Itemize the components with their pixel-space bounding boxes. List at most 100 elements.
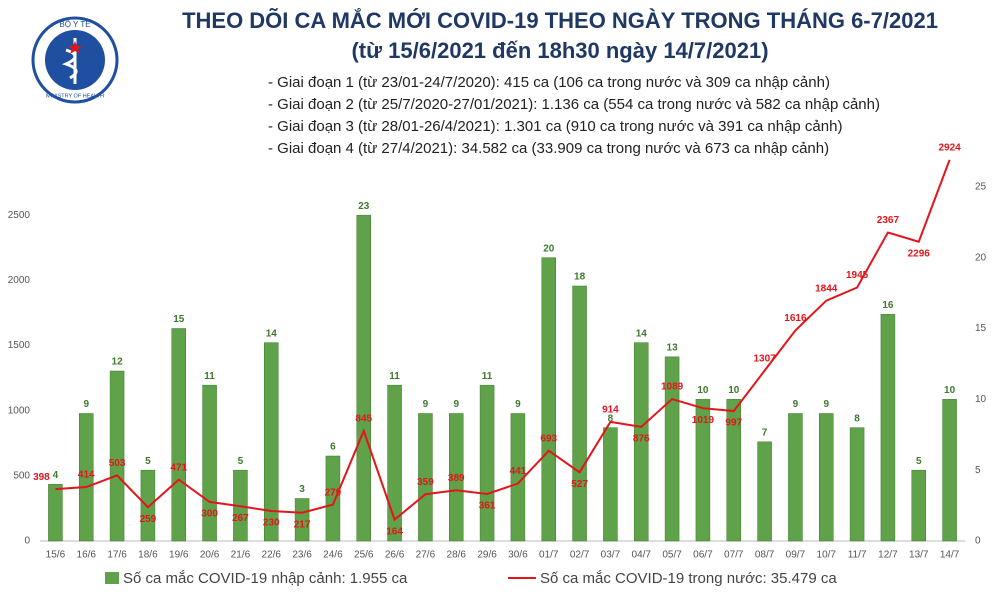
chart-title: THEO DÕI CA MẮC MỚI COVID-19 THEO NGÀY T…: [182, 8, 938, 33]
x-tick-label: 10/7: [817, 550, 837, 561]
x-tick-label: 07/7: [724, 550, 744, 561]
y2-tick-label: 0: [975, 536, 981, 547]
bar: [634, 342, 649, 542]
x-tick-label: 12/7: [878, 550, 898, 561]
x-tick-label: 14/7: [940, 550, 960, 561]
line-value-label: 2296: [908, 248, 931, 259]
line-value-label: 471: [170, 462, 187, 473]
x-tick-label: 30/6: [508, 550, 528, 561]
line-value-label: 230: [263, 518, 280, 529]
logo-bottom: MINISTRY OF HEALTH: [46, 93, 104, 99]
bar: [788, 413, 803, 542]
bar-value-label: 8: [608, 413, 614, 424]
x-tick-label: 17/6: [107, 550, 127, 561]
line-value-label: 217: [294, 519, 311, 530]
line-value-label: 441: [510, 466, 527, 477]
y-tick-label: 2000: [8, 275, 31, 286]
y2-tick-label: 5: [975, 465, 981, 476]
bar-value-label: 7: [762, 427, 768, 438]
x-tick-label: 22/6: [262, 550, 282, 561]
x-tick-label: 29/6: [477, 550, 497, 561]
line-value-label: 1307: [753, 353, 776, 364]
logo-top: BỘ Y TẾ: [59, 19, 90, 29]
y-tick-label: 2500: [8, 210, 31, 221]
bar-value-label: 9: [453, 399, 459, 410]
bar: [757, 441, 772, 542]
x-tick-label: 23/6: [292, 550, 312, 561]
y-tick-label: 500: [13, 470, 30, 481]
bar-value-label: 11: [482, 371, 493, 382]
bar-value-label: 4: [53, 470, 59, 481]
x-tick-label: 05/7: [662, 550, 682, 561]
x-tick-label: 13/7: [909, 550, 929, 561]
line-value-label: 527: [571, 479, 588, 490]
y2-tick-label: 10: [975, 394, 987, 405]
x-tick-label: 06/7: [693, 550, 713, 561]
bar: [171, 328, 186, 542]
legend-swatch: [105, 572, 119, 584]
bar-value-label: 14: [636, 328, 648, 339]
x-tick-label: 26/6: [385, 550, 405, 561]
chart-subtitle: (từ 15/6/2021 đến 18h30 ngày 14/7/2021): [351, 38, 768, 63]
bar: [695, 399, 711, 542]
bar-value-label: 16: [882, 300, 894, 311]
line-value-label: 1844: [815, 283, 838, 294]
annotation: - Giai đoạn 4 (từ 27/4/2021): 34.582 ca …: [268, 140, 829, 157]
bar-value-label: 10: [728, 385, 740, 396]
bar: [109, 370, 125, 542]
bar: [880, 314, 896, 542]
line-value-label: 2924: [938, 143, 961, 154]
bar-value-label: 10: [697, 385, 709, 396]
line: [55, 159, 951, 522]
bar: [264, 342, 279, 542]
legend-label: Số ca mắc COVID-19 trong nước: 35.479 ca: [540, 570, 837, 587]
x-tick-label: 24/6: [323, 550, 343, 561]
bar-value-label: 9: [423, 399, 429, 410]
bar-value-label: 10: [944, 385, 956, 396]
line-value-label: 1945: [846, 270, 869, 281]
line-value-label: 876: [633, 433, 650, 444]
bar: [387, 384, 402, 542]
x-tick-label: 03/7: [601, 550, 621, 561]
bar-value-label: 6: [330, 442, 336, 453]
bar: [48, 484, 63, 542]
bar-value-label: 13: [667, 342, 679, 353]
bar: [479, 384, 495, 542]
line-value-label: 164: [386, 526, 403, 537]
x-tick-label: 18/6: [138, 550, 158, 561]
bar: [603, 427, 618, 542]
bar-value-label: 5: [916, 456, 922, 467]
bar-value-label: 23: [358, 201, 370, 212]
annotation: - Giai đoạn 1 (từ 23/01-24/7/2020): 415 …: [268, 74, 830, 91]
y-tick-label: 1500: [8, 340, 31, 351]
y2-tick-label: 25: [975, 181, 987, 192]
line-value-label: 361: [479, 501, 496, 512]
bar-value-label: 11: [204, 371, 215, 382]
annotation: - Giai đoạn 3 (từ 28/01-26/4/2021): 1.30…: [268, 118, 842, 135]
x-tick-label: 02/7: [570, 550, 590, 561]
x-tick-label: 04/7: [632, 550, 652, 561]
line-value-label: 503: [109, 458, 126, 469]
bar-value-label: 12: [112, 357, 124, 368]
x-tick-label: 28/6: [447, 550, 467, 561]
line-value-label: 1616: [784, 313, 807, 324]
bar: [418, 413, 433, 542]
bar: [726, 399, 741, 542]
x-tick-label: 21/6: [231, 550, 251, 561]
bar-value-label: 9: [515, 399, 521, 410]
x-tick-label: 27/6: [416, 550, 436, 561]
bar-value-label: 14: [266, 328, 278, 339]
bar-value-label: 11: [389, 371, 400, 382]
x-tick-label: 09/7: [786, 550, 806, 561]
bar: [356, 214, 371, 542]
annotation: - Giai đoạn 2 (từ 25/7/2020-27/01/2021):…: [268, 96, 880, 113]
bar-value-label: 18: [574, 272, 586, 283]
line-value-label: 300: [201, 509, 218, 520]
logo-star: [68, 41, 82, 54]
bar: [849, 427, 865, 542]
x-tick-label: 15/6: [46, 550, 66, 561]
bar-value-label: 9: [823, 399, 829, 410]
bar-value-label: 8: [854, 413, 860, 424]
x-tick-label: 20/6: [200, 550, 220, 561]
